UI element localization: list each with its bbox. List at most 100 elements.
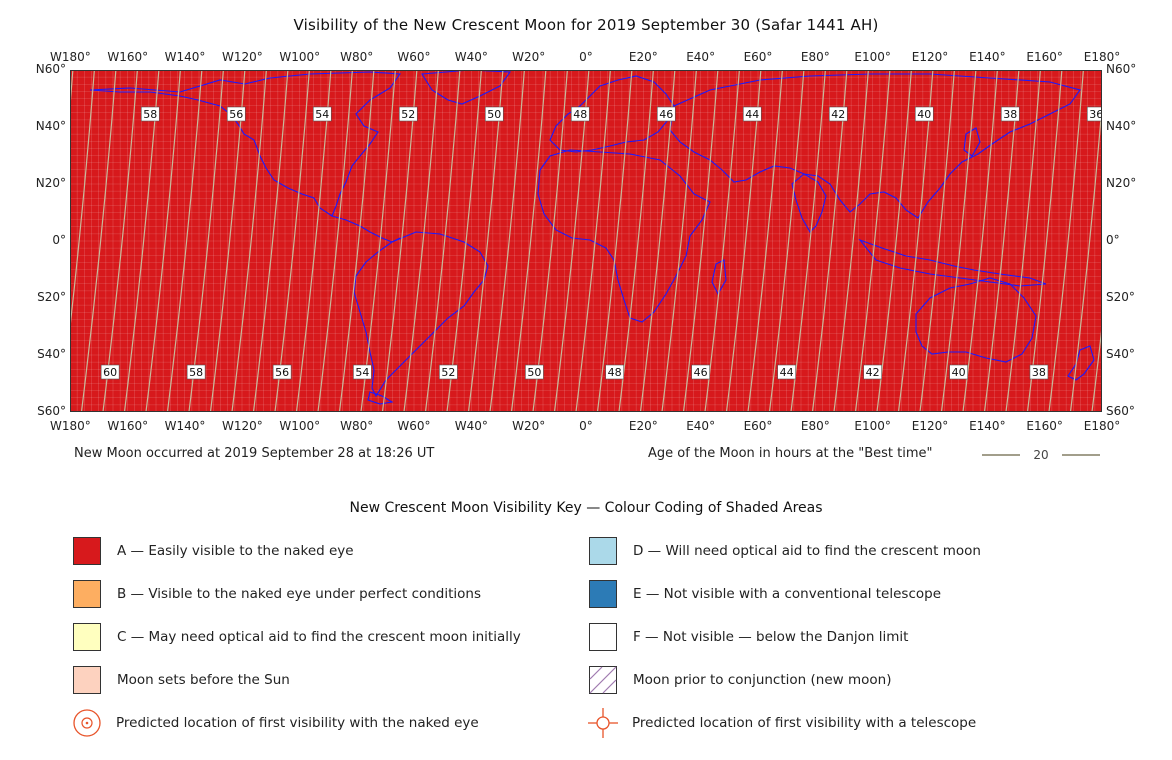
age-label-box [605,364,624,380]
age-label: 46 [659,108,673,121]
longitude-label: W60° [397,419,431,433]
coast-south-america [353,231,489,398]
age-label: 58 [189,366,203,379]
visibility-map: 58 56 54 52 50 48 46 44 42 40 38 36 60 58 56 54 52 50 48 4… [70,70,1102,412]
key-item-e: E — Not visible with a conventional tele… [589,579,941,609]
age-label-box [777,364,796,380]
age-label: 48 [608,366,622,379]
age-label: 40 [952,366,966,379]
age-label: 56 [229,108,243,121]
longitude-label: W40° [454,50,488,64]
longitude-label: W40° [454,419,488,433]
age-label: 58 [143,108,157,121]
latitude-label: S20° [1106,290,1135,304]
age-label: 52 [441,366,455,379]
key-item-telescope: Predicted location of first visibility w… [588,708,976,738]
age-contour-line [1091,321,1102,412]
longitude-label: E80° [800,419,830,433]
key-item-d: D — Will need optical aid to find the cr… [589,536,981,566]
latitude-label: N40° [1106,119,1137,133]
key-item-b: B — Visible to the naked eye under perfe… [73,579,481,609]
age-label-box [949,364,968,380]
age-label: 44 [745,108,759,121]
age-contour-line [70,70,95,333]
key-item-moonset: Moon sets before the Sun [73,665,290,695]
longitude-label: 0° [579,419,593,433]
coast-europe [549,75,675,153]
age-label-box [186,364,206,380]
age-label-box [353,364,372,380]
age-contour-line [231,70,267,412]
age-label-box [140,106,160,122]
longitude-label: W160° [107,50,149,64]
age-contour-line [403,70,439,412]
key-label-f: F — Not visible — below the Danjon limit [633,629,909,645]
longitude-label: W140° [164,50,206,64]
coast-africa [537,149,711,323]
longitude-label: E180° [1083,419,1121,433]
age-label-box [439,364,458,380]
map-frame [70,70,1102,412]
age-contour-line [252,70,289,412]
telescope-crosshair-icon [588,708,618,738]
naked-eye-target-icon [73,709,101,737]
age-label: 50 [527,366,541,379]
age-contour-line [317,70,353,412]
longitude-label: E100° [854,419,891,433]
key-item-c: C — May need optical aid to find the cre… [73,622,521,652]
longitude-label: E180° [1083,50,1121,64]
latitude-label: N20° [35,176,66,190]
age-note-label: Age of the Moon in hours at the "Best ti… [648,446,933,461]
longitude-label: W120° [222,50,263,64]
key-item-naked-eye: Predicted location of first visibility w… [72,708,479,738]
longitude-label: E60° [743,419,773,433]
age-label-box [1086,106,1102,122]
longitude-label: 0° [579,50,593,64]
longitude-label: E120° [911,50,949,64]
age-contour-line [1048,70,1084,412]
longitude-label: W180° [50,419,91,433]
age-contour-line [1005,70,1041,412]
age-contour-line [682,70,719,412]
key-label-c: C — May need optical aid to find the cre… [117,629,521,645]
key-item-f: F — Not visible — below the Danjon limit [589,622,908,652]
age-labels-top: 58 56 54 52 50 48 46 44 42 40 38 36 [140,106,1102,122]
longitude-label: E100° [854,50,891,64]
key-label-d: D — Will need optical aid to find the cr… [633,543,981,559]
age-contour-line [424,70,461,412]
age-contour-line [618,70,654,412]
age-labels-bottom: 60 58 56 54 52 50 48 46 44 42 40 38 [100,364,1049,380]
latitude-label: S20° [37,290,66,304]
age-contour-line [854,70,891,412]
latitude-label: N40° [35,119,66,133]
age-label-box [312,106,332,122]
age-contour-line [790,70,826,412]
longitude-label: W140° [164,419,206,433]
age-contour-line [940,70,977,412]
key-label-moonset: Moon sets before the Sun [117,672,290,688]
age-contour-line [489,70,525,412]
age-contour-line [768,70,805,412]
age-contour-sample: 20 [982,448,1100,462]
age-label: 46 [694,366,708,379]
latitude-label: N60° [1106,62,1137,76]
coast-new-zealand [1067,345,1095,381]
age-label-box [914,106,934,122]
age-label-box [398,106,418,122]
coast-japan [963,127,981,157]
age-label: 38 [1032,366,1046,379]
age-label-box [484,106,504,122]
age-contour-line [145,70,181,412]
age-label-box [525,364,544,380]
age-contour-line [833,70,869,412]
longitude-label: W20° [512,50,546,64]
longitude-label: E40° [686,50,716,64]
age-contour-line [661,70,697,412]
longitude-label: E20° [628,419,658,433]
age-contour-line [747,70,783,412]
longitude-label: W180° [50,50,91,64]
age-label: 40 [917,108,931,121]
coast-asia [669,73,1081,219]
longitude-label: W80° [340,50,374,64]
graticule-grid [70,70,1102,412]
